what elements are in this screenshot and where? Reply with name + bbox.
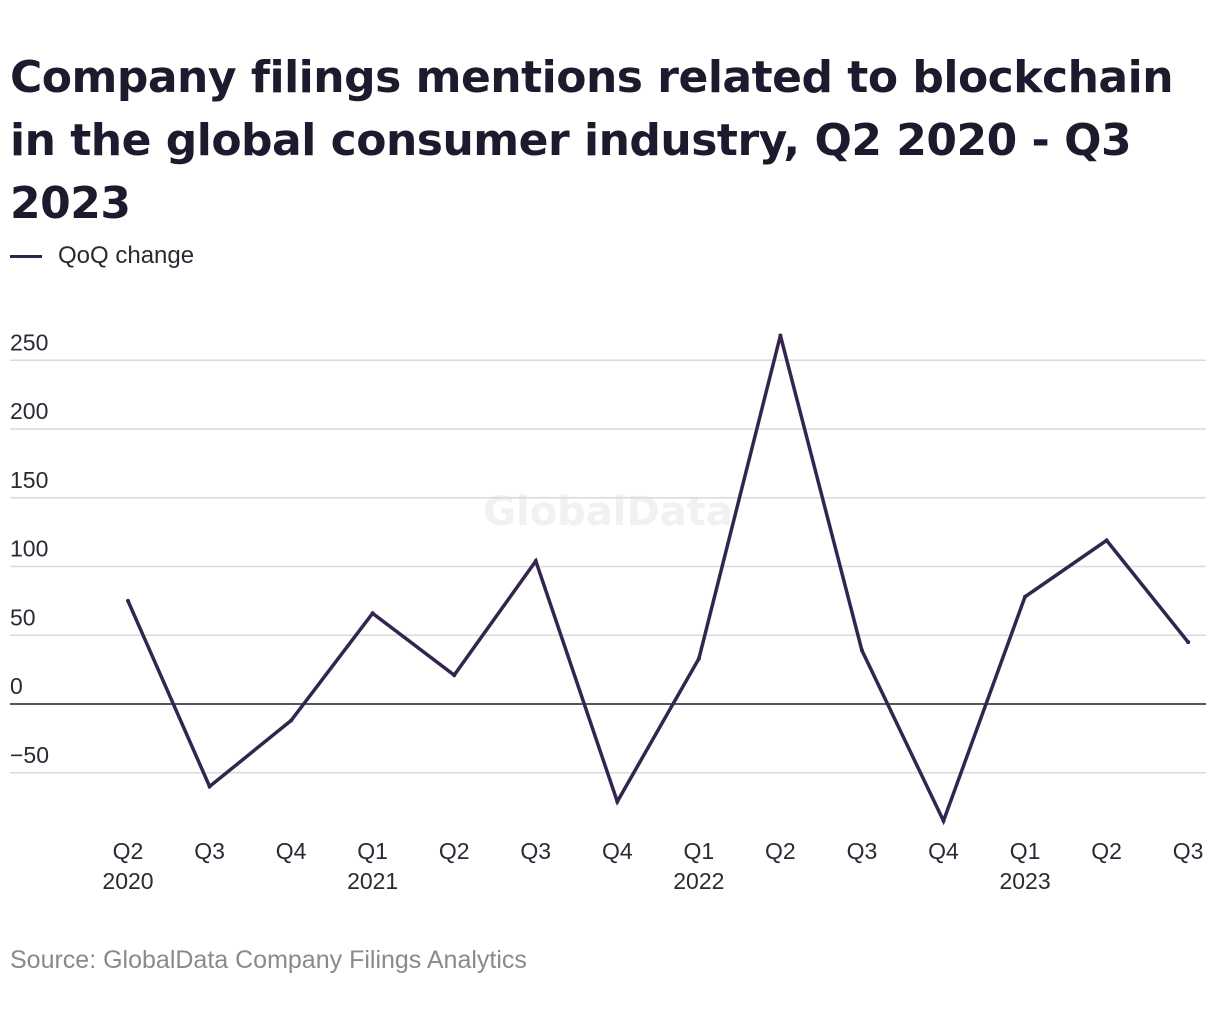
x-tick-label: Q1	[1010, 838, 1041, 864]
x-tick-year-label: 2023	[999, 868, 1050, 894]
y-tick-label: −50	[10, 742, 49, 768]
data-point	[533, 559, 538, 563]
x-tick-label: Q3	[194, 838, 225, 864]
x-tick-label: Q3	[1173, 838, 1204, 864]
data-point	[615, 799, 620, 804]
data-point	[1186, 640, 1191, 645]
data-point	[370, 611, 375, 616]
x-tick-label: Q2	[439, 838, 470, 864]
data-point	[126, 598, 130, 603]
x-tick-label: Q4	[602, 838, 633, 864]
x-tick-label: Q1	[357, 838, 388, 864]
y-tick-label: 150	[10, 467, 48, 493]
x-tick-label: Q4	[276, 838, 307, 864]
line-chart: GlobalData −50 0 50 100 150 200 250 Q2 2020 Q3 Q4…	[10, 329, 1206, 894]
x-tick-label: Q2	[113, 838, 144, 864]
x-tick-label: Q1	[684, 838, 715, 864]
x-tick-label: Q3	[520, 838, 551, 864]
x-tick-year-label: 2022	[673, 868, 724, 894]
data-point	[778, 333, 783, 338]
y-tick-label: 100	[10, 536, 48, 562]
data-point	[1104, 538, 1109, 543]
x-tick-year-label: 2021	[347, 868, 398, 894]
chart-title: Company filings mentions related to bloc…	[10, 52, 1174, 229]
series-line-qoq-change	[126, 335, 1190, 826]
watermark: GlobalData	[483, 489, 733, 535]
y-tick-label: 200	[10, 398, 48, 424]
data-point	[289, 718, 294, 723]
x-tick-label: Q2	[1091, 838, 1122, 864]
legend-swatch	[10, 254, 42, 258]
data-point	[1023, 594, 1028, 599]
x-tick-label: Q2	[765, 838, 796, 864]
x-tick-label: Q3	[847, 838, 878, 864]
data-point	[859, 648, 864, 653]
data-point	[207, 784, 212, 789]
data-point	[941, 818, 946, 823]
x-tick-year-label: 2020	[102, 868, 153, 894]
data-point	[696, 656, 701, 661]
x-tick-label: Q4	[928, 838, 959, 864]
y-tick-label: 250	[10, 329, 48, 355]
y-tick-label: 0	[10, 673, 23, 699]
y-tick-label: 50	[10, 604, 36, 630]
legend: QoQ change	[10, 242, 194, 270]
source-note: Source: GlobalData Company Filings Analy…	[10, 946, 527, 974]
legend-label: QoQ change	[58, 242, 195, 269]
data-point	[452, 673, 457, 678]
